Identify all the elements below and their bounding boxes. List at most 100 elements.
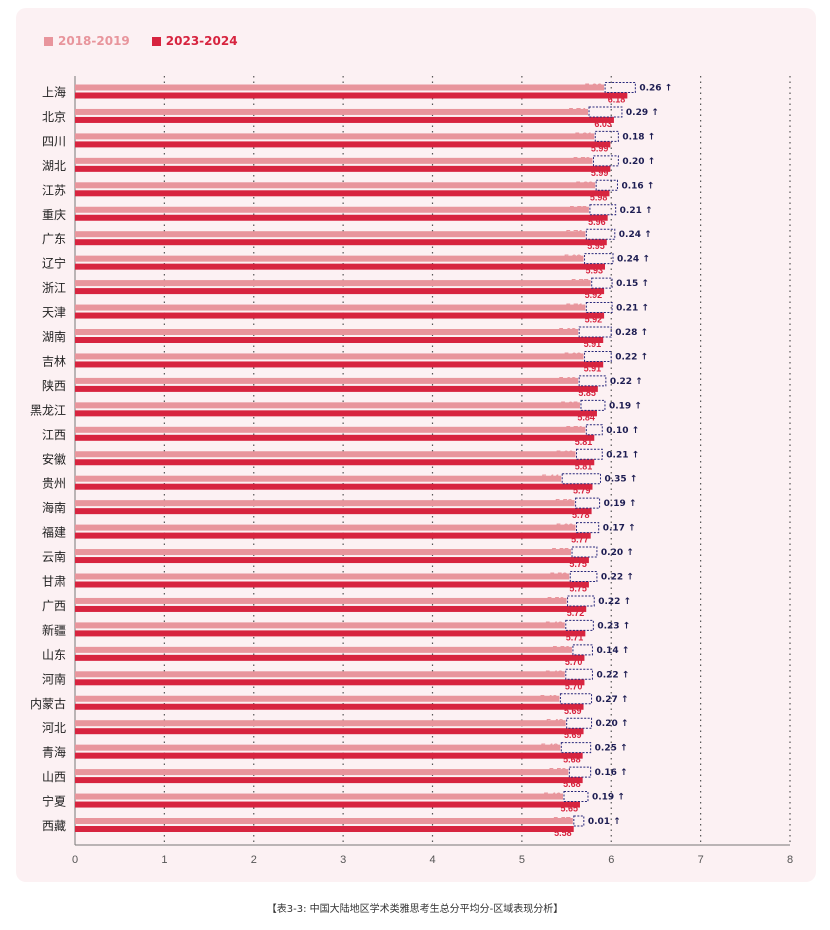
chart-caption: 【表3-3: 中国大陆地区学术类雅思考生总分平均分-区域表现分析】 — [266, 904, 564, 915]
bar-2023-2024 — [75, 190, 610, 197]
data-label-2018-2019: 5.92 — [585, 82, 603, 92]
difference-bracket — [565, 619, 594, 631]
bar-2023-2024 — [75, 116, 614, 123]
data-label-2023-2024: 5.99 — [591, 143, 609, 153]
data-label-2023-2024: 5.77 — [571, 535, 589, 545]
legend-swatch-2023-2024 — [151, 36, 161, 46]
data-label-2018-2019: 5.63 — [559, 327, 577, 337]
bar-2023-2024 — [75, 728, 584, 735]
data-label-2023-2024: 5.72 — [567, 608, 585, 618]
difference-bracket — [585, 228, 616, 240]
bar-chart: 0 1 2 3 4 5 6 7 8 上海 5.92 6.18 0.26 ↑ 北京 5.74 6.03 0.29 … — [30, 76, 793, 866]
difference-label: 0.20 ↑ — [622, 157, 655, 167]
category-label: 海南 — [42, 500, 66, 515]
bar-2018-2019 — [75, 549, 572, 556]
difference-bracket — [568, 766, 592, 778]
data-label-2018-2019: 5.48 — [545, 669, 563, 679]
bar-2023-2024 — [75, 483, 593, 490]
bar-2018-2019 — [75, 231, 586, 238]
data-label-2018-2019: 5.57 — [553, 816, 571, 826]
data-label-2018-2019: 5.71 — [566, 229, 584, 239]
data-label-2023-2024: 5.96 — [588, 217, 606, 227]
difference-bracket — [595, 179, 618, 191]
bar-2023-2024 — [75, 141, 611, 148]
data-label-2023-2024: 5.81 — [575, 437, 593, 447]
difference-label: 0.22 ↑ — [598, 597, 631, 607]
legend-label-2023-2024: 2023-2024 — [165, 34, 238, 48]
bar-2018-2019 — [75, 84, 605, 91]
category-label: 四川 — [42, 134, 66, 148]
difference-label: 0.19 ↑ — [609, 401, 642, 411]
data-label-2023-2024: 5.99 — [591, 168, 609, 178]
bar-2018-2019 — [75, 304, 586, 311]
category-label: 青海 — [42, 745, 66, 760]
bar-2023-2024 — [75, 703, 584, 710]
bar-2023-2024 — [75, 654, 585, 661]
x-tick-label: 7 — [698, 854, 704, 866]
bar-2023-2024 — [75, 581, 589, 588]
difference-bracket — [591, 277, 613, 289]
category-label: 甘肃 — [42, 575, 66, 589]
difference-label: 0.22 ↑ — [610, 377, 643, 387]
data-label-2018-2019: 5.43 — [541, 742, 559, 752]
category-label: 河北 — [42, 721, 66, 735]
difference-label: 0.18 ↑ — [622, 132, 655, 142]
category-label: 新疆 — [42, 622, 66, 637]
difference-bracket — [578, 375, 607, 387]
difference-label: 0.19 ↑ — [604, 499, 637, 509]
category-label: 上海 — [42, 85, 66, 100]
legend-label-2018-2019: 2018-2019 — [58, 34, 130, 48]
data-label-2023-2024: 5.68 — [563, 755, 581, 765]
x-tick-label: 0 — [72, 854, 78, 866]
data-label-2023-2024: 5.85 — [578, 388, 596, 398]
category-label: 内蒙古 — [30, 696, 66, 711]
data-label-2023-2024: 5.78 — [572, 510, 590, 520]
difference-bracket — [592, 155, 619, 167]
x-tick-label: 8 — [787, 854, 793, 866]
bar-2018-2019 — [75, 377, 579, 384]
category-label: 西藏 — [42, 819, 66, 833]
category-label: 天津 — [42, 306, 66, 320]
data-label-2023-2024: 5.95 — [587, 241, 605, 251]
difference-bracket — [559, 693, 593, 705]
data-label-2023-2024: 5.68 — [563, 779, 581, 789]
bar-2018-2019 — [75, 157, 593, 164]
category-label: 北京 — [42, 110, 66, 124]
bar-2023-2024 — [75, 239, 607, 246]
bar-2018-2019 — [75, 818, 573, 824]
difference-label: 0.25 ↑ — [595, 744, 628, 754]
data-label-2023-2024: 5.91 — [584, 339, 602, 349]
difference-label: 0.20 ↑ — [601, 548, 634, 558]
bar-2018-2019 — [75, 206, 589, 213]
difference-label: 0.29 ↑ — [626, 108, 659, 118]
difference-bracket — [572, 644, 593, 656]
difference-bracket — [585, 424, 603, 436]
data-label-2018-2019: 5.63 — [559, 375, 577, 385]
difference-label: 0.27 ↑ — [596, 695, 629, 705]
bar-2018-2019 — [75, 182, 596, 189]
category-label: 吉林 — [42, 354, 66, 368]
category-label: 河南 — [42, 671, 66, 686]
difference-bracket — [575, 497, 601, 509]
bar-2018-2019 — [75, 329, 579, 335]
bar-2023-2024 — [75, 263, 605, 270]
category-label: 湖南 — [42, 329, 66, 344]
x-tick-label: 1 — [161, 854, 167, 866]
difference-bracket — [569, 571, 598, 582]
bar-2023-2024 — [75, 679, 585, 686]
data-label-2023-2024: 5.65 — [560, 804, 578, 814]
difference-label: 0.20 ↑ — [596, 719, 629, 729]
data-label-2023-2024: 5.98 — [590, 192, 608, 202]
legend-item-2023-2024: 2023-2024 — [151, 34, 238, 48]
difference-bracket — [576, 448, 603, 460]
bar-2018-2019 — [75, 402, 580, 409]
data-label-2018-2019: 5.59 — [555, 498, 573, 508]
data-label-2018-2019: 5.60 — [556, 522, 574, 532]
difference-bracket — [588, 106, 623, 118]
bar-2023-2024 — [75, 410, 597, 417]
data-label-2023-2024: 5.75 — [569, 584, 587, 594]
legend-item-2018-2019: 2018-2019 — [44, 34, 130, 48]
data-label-2018-2019: 5.82 — [576, 180, 594, 190]
bar-2023-2024 — [75, 777, 583, 784]
data-label-2018-2019: 5.69 — [564, 253, 582, 263]
